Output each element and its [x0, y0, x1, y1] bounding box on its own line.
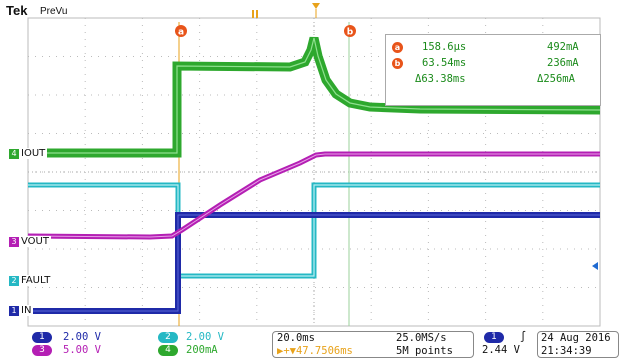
ch3-scale-chip[interactable]: 3: [32, 345, 52, 356]
status-bar: 1 2.00 V 2 2.00 V 3 5.00 V 4 200mA 20.0m…: [0, 330, 621, 358]
cursor-b-handle: b: [344, 25, 356, 38]
cursor-a-label: a: [178, 28, 184, 38]
ch2-scale[interactable]: 2.00 V: [186, 331, 224, 343]
ch3-name: VOUT: [21, 236, 49, 247]
cursor-a-icon: a: [392, 42, 403, 53]
cursor-a-handle: a: [175, 25, 187, 38]
readout-a-time: 158.6µs: [422, 41, 467, 53]
readout-row-a: a 158.6µs 492mA: [392, 41, 592, 55]
trigger-position: ▶+▼47.7506ms: [277, 345, 353, 357]
ch4-name: IOUT: [21, 148, 46, 159]
ch1-scale[interactable]: 2.00 V: [63, 331, 101, 343]
acquisition-mode-label: PreVu: [40, 6, 68, 17]
ch2-name: FAULT: [21, 275, 51, 286]
ch2-badge: 2: [9, 276, 19, 286]
ch1-label[interactable]: 1 IN: [7, 305, 34, 316]
record-length: 5M points: [396, 345, 453, 357]
ch1-badge: 1: [9, 306, 19, 316]
readout-a-value: 492mA: [547, 41, 579, 53]
timebase: 20.0ms: [277, 332, 315, 344]
readout-row-delta: Δ63.38ms Δ256mA: [392, 73, 592, 87]
ch1-scale-chip[interactable]: 1: [32, 332, 52, 343]
trigger-slope-icon[interactable]: ∫: [520, 331, 527, 343]
cursor-readout-panel[interactable]: a 158.6µs 492mA b 63.54ms 236mA Δ63.38ms…: [385, 34, 601, 106]
ch4-badge: 4: [9, 149, 19, 159]
cursor-b-label: b: [347, 28, 354, 38]
trigger-source-chip[interactable]: 1: [484, 332, 504, 343]
ch4-scale-chip[interactable]: 4: [158, 345, 178, 356]
record-position-marker-icon: [252, 10, 258, 18]
ch3-badge: 3: [9, 237, 19, 247]
horizontal-settings-box[interactable]: 20.0ms 25.0MS/s ▶+▼47.7506ms 5M points: [272, 331, 474, 358]
sample-rate: 25.0MS/s: [396, 332, 447, 344]
time: 21:34:39: [541, 345, 592, 357]
waveform-display[interactable]: a b: [0, 0, 621, 330]
ch3-label[interactable]: 3 VOUT: [7, 236, 51, 247]
ch2-label[interactable]: 2 FAULT: [7, 275, 53, 286]
ch3-scale[interactable]: 5.00 V: [63, 344, 101, 356]
readout-b-value: 236mA: [547, 57, 579, 69]
readout-delta-value: Δ256mA: [537, 73, 575, 85]
brand-label: Tek: [6, 3, 28, 18]
cursor-b-icon: b: [392, 58, 403, 69]
date-time-box: 24 Aug 2016 21:34:39: [537, 331, 619, 358]
offscreen-indicator-icon: [592, 262, 598, 270]
readout-row-b: b 63.54ms 236mA: [392, 57, 592, 71]
ch1-name: IN: [21, 305, 32, 316]
readout-delta-time: Δ63.38ms: [415, 73, 466, 85]
trigger-level[interactable]: 2.44 V: [482, 344, 520, 356]
date: 24 Aug 2016: [541, 332, 611, 344]
trigger-position-marker-icon: [312, 3, 320, 9]
readout-b-time: 63.54ms: [422, 57, 467, 69]
ch2-scale-chip[interactable]: 2: [158, 332, 178, 343]
ch4-scale[interactable]: 200mA: [186, 344, 218, 356]
ch4-label[interactable]: 4 IOUT: [7, 148, 48, 159]
